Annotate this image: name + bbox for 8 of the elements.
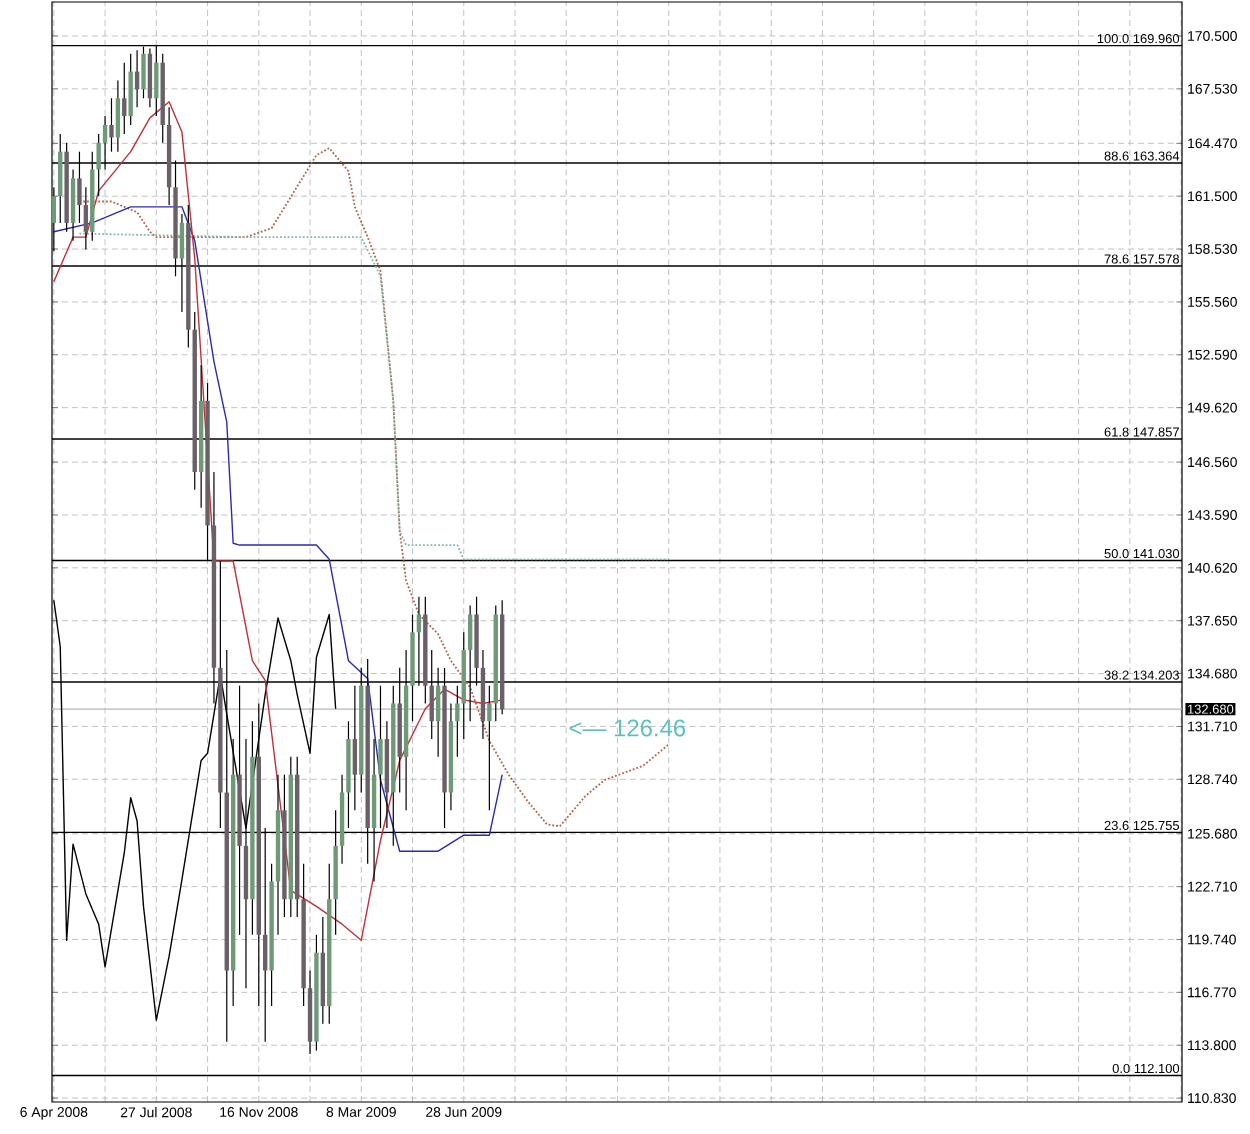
candlestick xyxy=(122,62,127,135)
candlestick xyxy=(115,79,121,153)
line-series xyxy=(78,232,670,561)
candlestick xyxy=(128,53,133,126)
annotation: <— 126.46 xyxy=(569,719,686,737)
candlestick xyxy=(83,186,89,251)
candlestick xyxy=(70,168,76,242)
candlestick xyxy=(109,97,114,153)
